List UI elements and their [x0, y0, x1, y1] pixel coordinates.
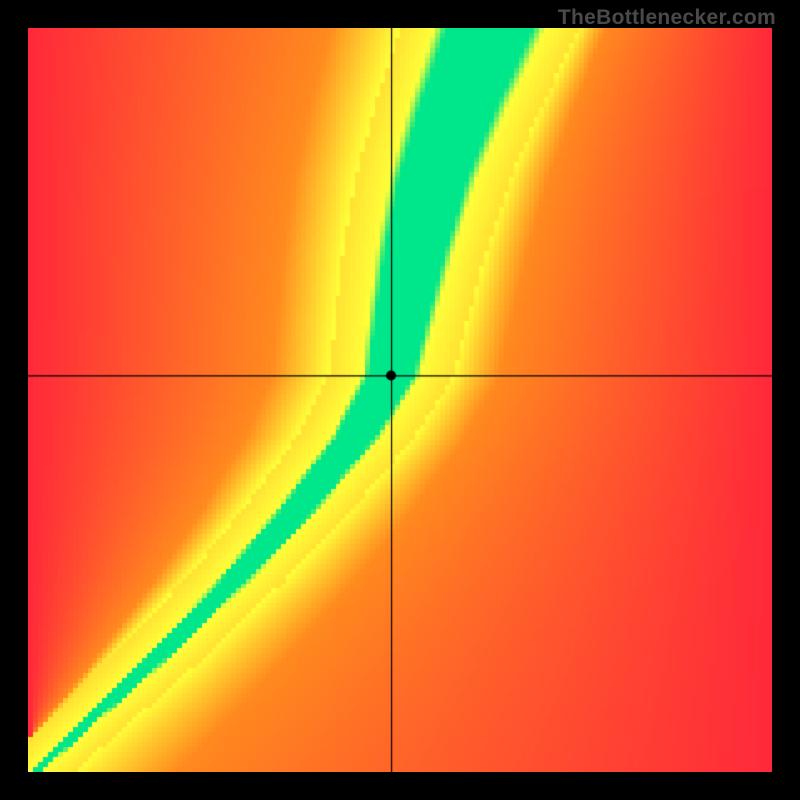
outer-frame: TheBottlenecker.com: [0, 0, 800, 800]
watermark-text: TheBottlenecker.com: [558, 6, 776, 30]
heatmap-canvas: [28, 28, 772, 772]
heatmap-plot: [28, 28, 772, 772]
